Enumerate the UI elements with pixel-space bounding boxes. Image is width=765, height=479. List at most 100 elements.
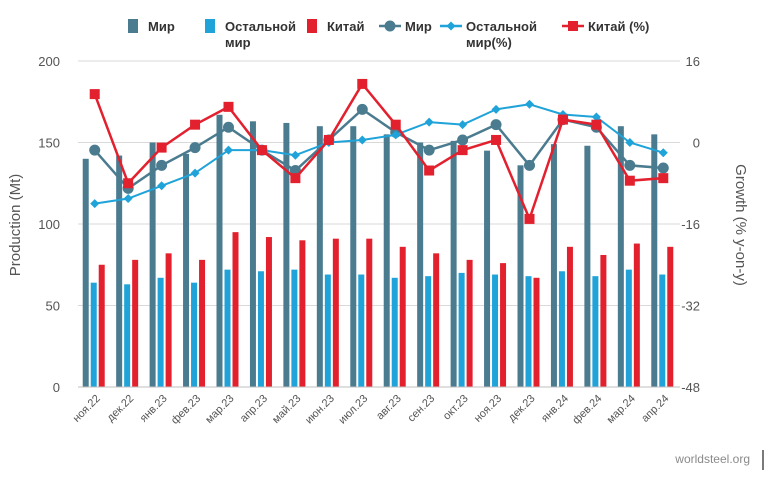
bar <box>132 259 139 387</box>
bar <box>157 277 164 387</box>
x-tick-label: ноя.22 <box>71 393 103 425</box>
bar <box>517 165 524 387</box>
line-point <box>424 165 435 176</box>
line-point <box>290 173 301 184</box>
series-line <box>94 103 664 205</box>
line-point <box>525 99 534 109</box>
bar <box>633 243 640 387</box>
bar <box>224 269 231 387</box>
bar <box>249 121 256 387</box>
x-tick-label: авг.23 <box>374 393 404 423</box>
x-tick-label: фев.24 <box>570 393 604 427</box>
bar <box>199 259 206 387</box>
bar <box>232 232 239 387</box>
bar <box>332 238 339 387</box>
bar <box>525 276 532 387</box>
bar <box>283 122 290 387</box>
bar <box>191 282 198 387</box>
line-point <box>557 114 568 125</box>
line-point <box>424 117 434 127</box>
line-point <box>446 21 456 31</box>
bar <box>667 246 674 387</box>
line-point <box>323 134 334 145</box>
bar <box>417 142 424 387</box>
bar <box>90 282 97 387</box>
legend-swatch <box>307 19 317 33</box>
y2-tick-label: 0 <box>693 136 700 151</box>
bar <box>433 253 440 387</box>
line-point <box>256 145 267 156</box>
bar <box>600 254 607 387</box>
y-tick-label: 50 <box>46 299 60 314</box>
bar <box>617 126 624 387</box>
line-point <box>156 159 168 171</box>
bars <box>82 114 674 387</box>
legend-label: Мир <box>405 19 432 34</box>
line-point <box>625 138 635 147</box>
line-point <box>223 121 234 133</box>
bar <box>124 284 131 387</box>
y-tick-label: 0 <box>53 380 60 395</box>
line-point <box>457 134 469 146</box>
y2-axis-title: Growth (% y-on-y) <box>732 164 749 286</box>
bar <box>350 126 357 387</box>
x-tick-label: июл.23 <box>337 393 371 427</box>
line-point <box>624 175 635 186</box>
bar <box>257 271 264 387</box>
x-tick-label: мар.24 <box>605 393 638 426</box>
legend-swatch <box>128 19 138 33</box>
line-point <box>524 159 535 171</box>
bar <box>149 142 156 387</box>
bar <box>584 145 591 387</box>
line-point <box>524 213 535 224</box>
line-point <box>658 173 669 184</box>
legend: Мир Остальной мир Китай Мир Остальной мир(%) Ки… <box>128 19 649 50</box>
bar <box>500 263 507 387</box>
line-point <box>356 103 368 115</box>
y-tick-label: 100 <box>38 217 60 232</box>
bar <box>366 238 373 387</box>
x-tick-label: фев.23 <box>169 393 203 427</box>
line-point <box>123 178 134 189</box>
x-tick-label: май.23 <box>270 393 303 426</box>
line-point <box>223 101 234 112</box>
bar <box>625 269 632 387</box>
legend-item: Китай <box>307 19 365 34</box>
y2-tick-label: -32 <box>681 299 700 314</box>
line-point <box>591 112 601 122</box>
line-point <box>156 142 167 153</box>
bar <box>425 276 432 387</box>
x-tick-label: сен.23 <box>405 393 437 425</box>
legend-label: Китай (%) <box>588 19 649 34</box>
line-point <box>189 142 201 154</box>
x-tick-label: дек.22 <box>105 393 137 425</box>
bar <box>566 246 573 387</box>
bar <box>533 277 540 387</box>
x-tick-label: окт.23 <box>441 393 471 423</box>
x-tick-label: мар.23 <box>203 393 236 426</box>
line-point <box>190 168 200 178</box>
bar <box>659 274 666 387</box>
y2-tick-label: 16 <box>686 54 700 69</box>
line-point <box>491 104 501 114</box>
line-point <box>657 162 669 174</box>
legend-label: Остальной мир(%) <box>466 19 537 50</box>
bar <box>558 271 565 387</box>
legend-item: Мир <box>128 19 175 34</box>
x-tick-label: апр.23 <box>238 393 270 425</box>
line-point <box>423 144 435 156</box>
y-tick-label: 200 <box>38 54 60 69</box>
bar <box>299 240 306 387</box>
y-axis-title: Production (Mt) <box>7 174 24 277</box>
line-point <box>290 150 300 160</box>
y2-tick-label: -48 <box>681 380 700 395</box>
bar <box>450 140 457 387</box>
legend-label: Мир <box>148 19 175 34</box>
line-point <box>157 181 167 191</box>
x-tick-label: ноя.23 <box>472 393 504 425</box>
bar <box>391 277 398 387</box>
line-point <box>357 135 367 145</box>
source-label: worldsteel.org <box>674 452 750 466</box>
line-point <box>491 134 502 145</box>
